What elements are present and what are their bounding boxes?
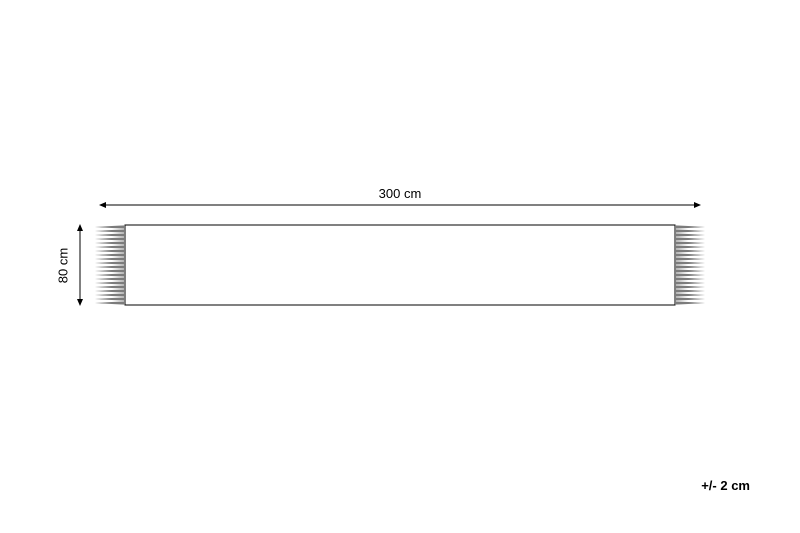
diagram-svg [0,0,800,533]
width-dimension-label: 300 cm [0,186,800,201]
tolerance-note: +/- 2 cm [701,478,750,493]
height-dimension-label: 80 cm [56,221,71,311]
diagram-canvas: 300 cm 80 cm +/- 2 cm [0,0,800,533]
